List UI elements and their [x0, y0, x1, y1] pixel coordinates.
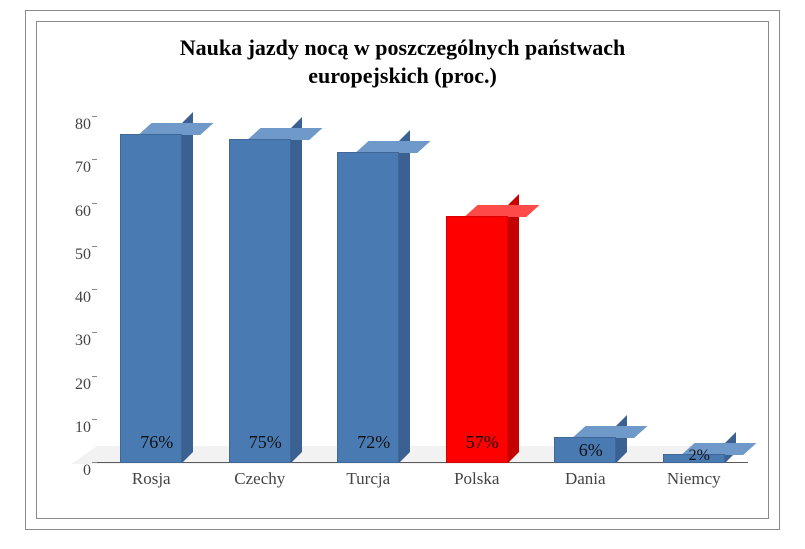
bar: 72% [337, 152, 399, 463]
y-tick-mark [92, 462, 97, 463]
x-axis-line [97, 462, 748, 463]
chart-title-line1: Nauka jazdy nocą w poszczególnych państw… [180, 35, 626, 60]
chart-title-line2: europejskich (proc.) [308, 63, 497, 88]
bar-front-face [229, 139, 291, 463]
bar-front-face [337, 152, 399, 463]
y-tick-mark [92, 376, 97, 377]
y-tick-label: 40 [55, 289, 91, 307]
bar: 57% [446, 216, 508, 463]
bar-value-label: 75% [229, 432, 302, 453]
bar-side-face [291, 117, 302, 463]
y-tick-mark [92, 203, 97, 204]
y-tick-label: 60 [55, 203, 91, 221]
bar: 6% [554, 437, 616, 463]
bar-value-label: 2% [663, 447, 736, 465]
y-tick-label: 50 [55, 246, 91, 264]
y-tick-label: 10 [55, 419, 91, 437]
bar: 76% [120, 134, 182, 463]
bar-value-label: 57% [446, 432, 519, 453]
bar-value-label: 76% [120, 432, 193, 453]
y-tick-mark [92, 419, 97, 420]
y-tick-mark [92, 289, 97, 290]
y-tick-mark [92, 332, 97, 333]
chart-outer-frame: Nauka jazdy nocą w poszczególnych państw… [25, 10, 780, 530]
chart-inner-frame: Nauka jazdy nocą w poszczególnych państw… [36, 21, 769, 519]
bar-value-label: 72% [337, 432, 410, 453]
bar-front-face [446, 216, 508, 463]
y-tick-label: 80 [55, 116, 91, 134]
bar: 2% [663, 454, 725, 463]
x-category-label: Niemcy [667, 469, 721, 489]
bar-side-face [399, 130, 410, 463]
x-category-label: Rosja [132, 469, 171, 489]
x-category-label: Dania [565, 469, 606, 489]
bar: 75% [229, 139, 291, 463]
y-tick-label: 70 [55, 159, 91, 177]
x-category-label: Czechy [234, 469, 285, 489]
bar-side-face [508, 194, 519, 463]
bar-value-label: 6% [554, 440, 627, 461]
x-category-label: Turcja [346, 469, 390, 489]
bar-side-face [182, 112, 193, 463]
y-tick-mark [92, 159, 97, 160]
chart-title: Nauka jazdy nocą w poszczególnych państw… [37, 34, 768, 89]
y-tick-label: 20 [55, 376, 91, 394]
plot-area: 0102030405060708076%Rosja75%Czechy72%Tur… [97, 117, 748, 463]
bar-front-face [120, 134, 182, 463]
y-tick-mark [92, 116, 97, 117]
y-tick-label: 30 [55, 332, 91, 350]
y-tick-mark [92, 246, 97, 247]
y-tick-label: 0 [55, 462, 91, 480]
x-category-label: Polska [454, 469, 499, 489]
